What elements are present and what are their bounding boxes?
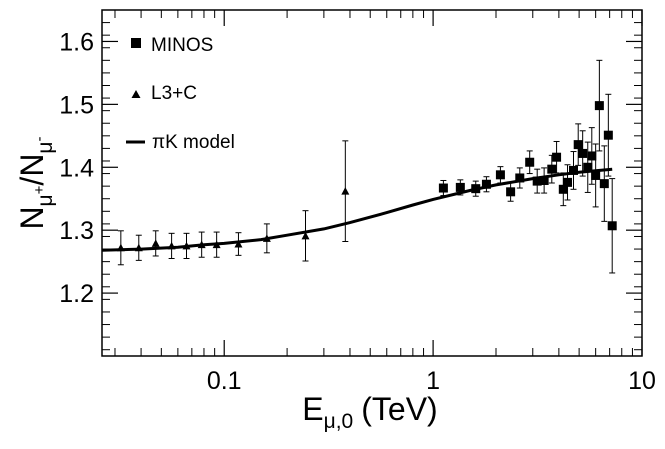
data-point-minos (594, 101, 604, 111)
legend-marker-minos (131, 38, 141, 48)
data-point-minos (578, 148, 588, 158)
legend-label-l3c: L3+C (151, 83, 197, 104)
data-point-minos (587, 151, 597, 161)
x-tick-label: 0.1 (207, 367, 242, 395)
y-tick-labels: 1.2 1.3 1.4 1.5 1.6 (59, 28, 94, 308)
data-point-minos (495, 170, 505, 180)
y-axis-title-n2: N (14, 154, 50, 177)
data-point-minos (583, 162, 593, 172)
y-axis-title: Nμ+/Nμ- (14, 136, 57, 229)
data-point-minos (481, 179, 491, 189)
x-tick-labels: 0.1 1 10 (207, 367, 656, 395)
axis-ticks (102, 10, 643, 356)
x-axis-title: Eμ,0 (TeV) (302, 391, 437, 433)
data-point-minos (558, 184, 568, 194)
data-point-minos (506, 187, 516, 197)
data-point-minos (525, 157, 535, 167)
data-point-l3c (234, 240, 243, 248)
data-point-l3c (116, 243, 125, 252)
data-point-l3c (301, 231, 310, 240)
y-tick-label: 1.3 (59, 217, 94, 245)
data-point-l3c (134, 243, 143, 252)
data-point-minos (532, 176, 542, 186)
data-point-l3c (182, 241, 191, 250)
y-axis-title-sub1: μ (34, 194, 57, 206)
legend-label-minos: MINOS (151, 35, 213, 56)
y-tick-label: 1.6 (59, 28, 94, 56)
x-axis-title-sub: μ,0 (324, 410, 354, 433)
data-point-l3c (341, 187, 350, 195)
data-point-minos (563, 177, 573, 187)
data-point-l3c (262, 234, 271, 242)
data-point-minos (591, 170, 601, 180)
y-tick-label: 1.2 (59, 280, 94, 308)
data-point-minos (603, 130, 613, 140)
legend-marker-l3c (131, 90, 141, 98)
x-tick-label: 10 (628, 367, 656, 395)
legend-label-model: πK model (152, 132, 235, 153)
data-point-l3c (167, 241, 176, 250)
y-axis-title-sub2: μ (34, 141, 57, 153)
data-point-minos (455, 182, 465, 192)
y-axis-title-sup1: + (31, 185, 48, 194)
plot-frame (101, 9, 643, 357)
data-point-minos (438, 183, 448, 193)
legend: MINOS L3+C πK model (126, 35, 235, 153)
y-axis-title-sup2: - (31, 136, 48, 141)
x-axis-title-unit: (TeV) (361, 391, 437, 427)
data-point-l3c (212, 240, 221, 249)
data-point-minos (569, 165, 579, 175)
x-tick-label: 1 (426, 367, 440, 395)
y-tick-label: 1.4 (59, 154, 94, 182)
y-axis-title-slash: / (14, 177, 50, 186)
data-point-minos (539, 175, 549, 185)
data-point-l3c (151, 239, 160, 247)
data-point-minos (573, 140, 583, 150)
data-point-minos (552, 152, 562, 162)
data-point-minos (471, 184, 481, 194)
y-tick-label: 1.5 (59, 91, 94, 119)
data-point-minos (515, 173, 525, 183)
y-axis-title-n1: N (14, 206, 50, 229)
data-markers (116, 101, 617, 252)
data-point-l3c (197, 240, 206, 249)
x-axis-title-main: E (302, 391, 323, 427)
data-point-minos (547, 164, 557, 174)
data-point-minos (599, 179, 609, 189)
data-point-minos (607, 221, 617, 231)
